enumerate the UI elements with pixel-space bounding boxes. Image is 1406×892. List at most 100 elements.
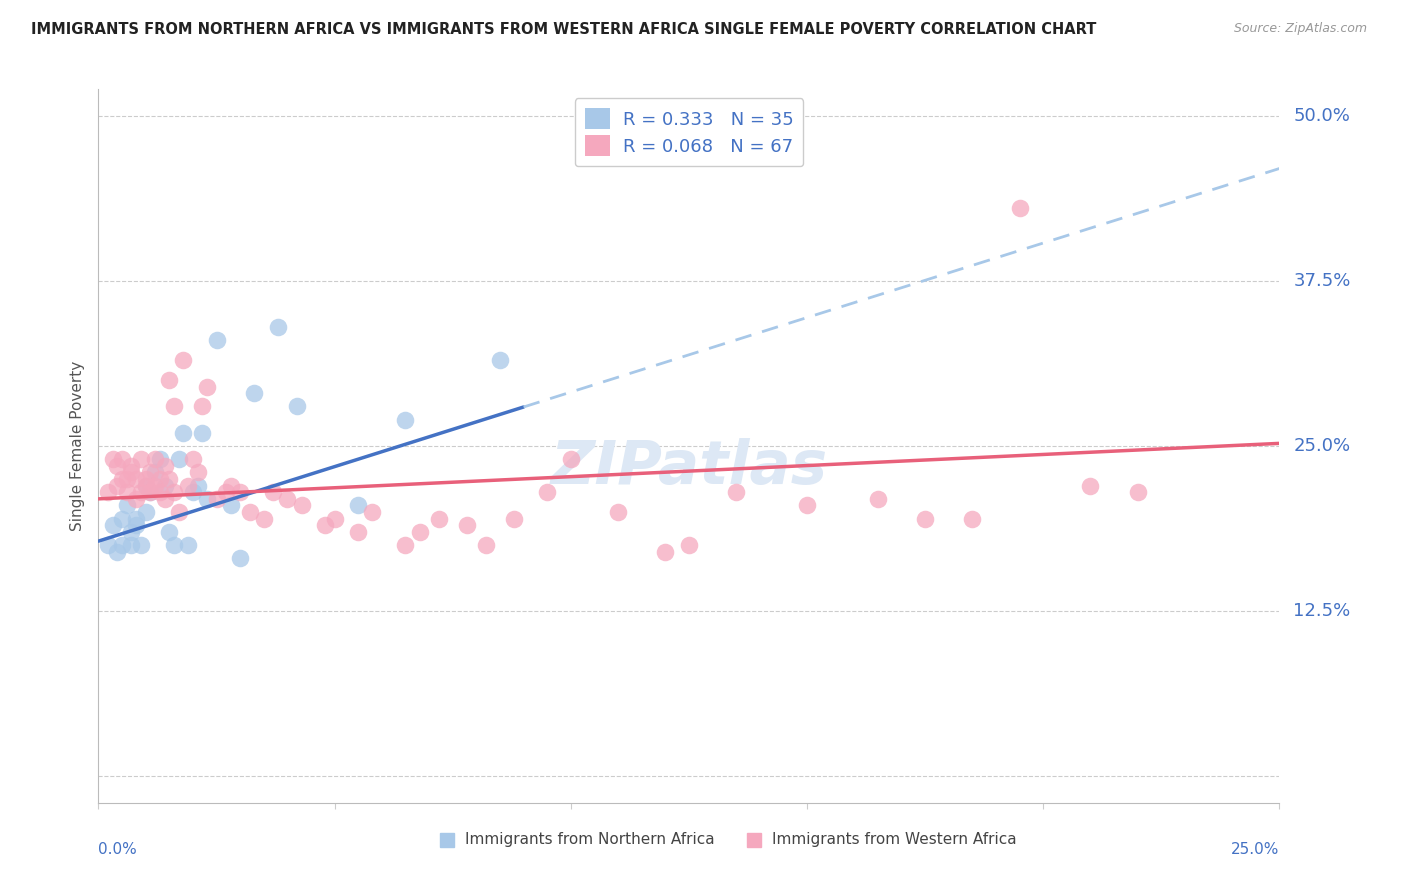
Point: [129, 452, 152, 467]
Point: [187, 478, 209, 492]
Point: [101, 518, 124, 533]
Point: [285, 400, 308, 414]
Legend: R = 0.333   N = 35, R = 0.068   N = 67: R = 0.333 N = 35, R = 0.068 N = 67: [575, 98, 803, 166]
Point: [1126, 485, 1149, 500]
Point: [115, 485, 138, 500]
Point: [243, 386, 266, 401]
Point: [105, 545, 128, 559]
Point: [129, 538, 152, 552]
Text: IMMIGRANTS FROM NORTHERN AFRICA VS IMMIGRANTS FROM WESTERN AFRICA SINGLE FEMALE : IMMIGRANTS FROM NORTHERN AFRICA VS IMMIG…: [31, 22, 1097, 37]
Point: [253, 511, 276, 525]
Point: [408, 524, 430, 539]
Point: [135, 505, 157, 519]
Point: [262, 485, 284, 500]
Text: 37.5%: 37.5%: [1294, 272, 1351, 290]
Point: [347, 524, 370, 539]
Point: [267, 320, 290, 334]
Text: 25.0%: 25.0%: [1294, 437, 1351, 455]
Point: [177, 538, 200, 552]
Point: [172, 425, 194, 440]
Point: [105, 478, 128, 492]
Point: [914, 511, 936, 525]
Point: [678, 538, 700, 552]
Point: [215, 485, 238, 500]
Point: [125, 491, 148, 506]
Point: [290, 499, 312, 513]
Y-axis label: Single Female Poverty: Single Female Poverty: [70, 361, 86, 531]
Point: [276, 491, 298, 506]
Point: [239, 505, 262, 519]
Point: [191, 425, 214, 440]
Point: [135, 478, 157, 492]
Point: [229, 485, 252, 500]
Text: 50.0%: 50.0%: [1294, 107, 1350, 125]
Point: [323, 511, 346, 525]
Point: [503, 511, 526, 525]
Text: ZIPatlas: ZIPatlas: [550, 438, 828, 497]
Point: [205, 491, 228, 506]
Point: [229, 551, 252, 566]
Point: [125, 472, 148, 486]
Point: [205, 333, 228, 347]
Point: [143, 452, 166, 467]
Point: [536, 485, 558, 500]
Text: Source: ZipAtlas.com: Source: ZipAtlas.com: [1233, 22, 1367, 36]
Point: [475, 538, 498, 552]
Point: [163, 485, 186, 500]
Point: [195, 491, 218, 506]
Point: [111, 452, 134, 467]
Point: [139, 485, 162, 500]
Point: [125, 518, 148, 533]
Point: [167, 505, 190, 519]
Point: [143, 466, 166, 480]
Point: [121, 538, 143, 552]
Text: Immigrants from Northern Africa: Immigrants from Northern Africa: [464, 832, 714, 847]
Point: [139, 485, 162, 500]
Point: [153, 458, 176, 473]
Point: [149, 485, 172, 500]
Point: [111, 511, 134, 525]
Point: [219, 499, 242, 513]
Point: [115, 499, 138, 513]
Point: [187, 466, 209, 480]
Point: [121, 524, 143, 539]
Point: [456, 518, 478, 533]
Point: [129, 485, 152, 500]
Point: [149, 452, 172, 467]
Point: [153, 491, 176, 506]
Point: [654, 545, 676, 559]
Point: [191, 400, 214, 414]
Point: [163, 538, 186, 552]
Point: [195, 379, 218, 393]
Point: [181, 485, 204, 500]
Point: [560, 452, 582, 467]
Point: [157, 373, 180, 387]
Point: [172, 353, 194, 368]
Point: [314, 518, 336, 533]
Point: [135, 478, 157, 492]
Point: [125, 511, 148, 525]
Point: [157, 472, 180, 486]
Point: [139, 466, 162, 480]
Point: [163, 400, 186, 414]
Point: [153, 478, 176, 492]
Text: 0.0%: 0.0%: [98, 842, 138, 857]
Point: [121, 458, 143, 473]
Text: 25.0%: 25.0%: [1232, 842, 1279, 857]
Point: [725, 485, 748, 500]
Point: [167, 452, 190, 467]
Text: 12.5%: 12.5%: [1294, 602, 1351, 620]
Point: [177, 478, 200, 492]
Point: [105, 458, 128, 473]
Point: [97, 538, 120, 552]
Point: [181, 452, 204, 467]
Point: [101, 452, 124, 467]
Point: [111, 538, 134, 552]
Point: [111, 472, 134, 486]
Point: [157, 524, 180, 539]
Point: [394, 412, 416, 426]
Point: [347, 499, 370, 513]
Point: [149, 472, 172, 486]
Point: [135, 472, 157, 486]
Point: [796, 499, 818, 513]
